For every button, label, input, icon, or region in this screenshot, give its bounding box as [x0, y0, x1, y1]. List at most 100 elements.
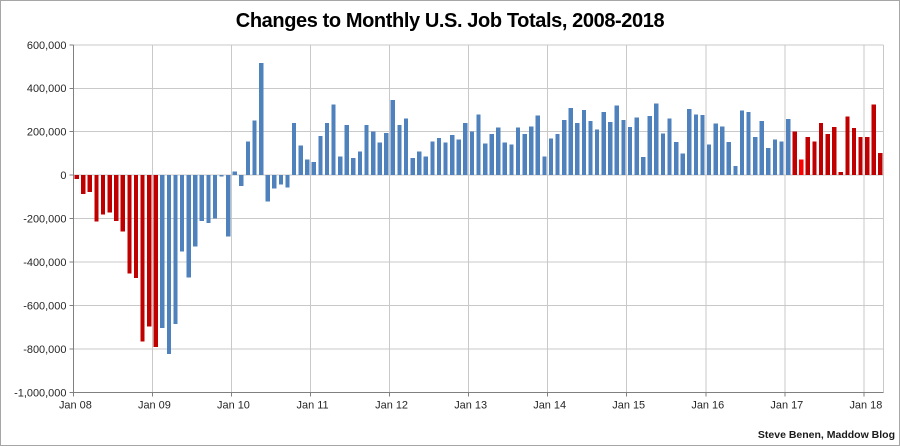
- bar-mar-2017: [799, 159, 804, 176]
- bar-dec-2013: [542, 156, 547, 176]
- bar-oct-2014: [608, 121, 613, 176]
- bar-apr-2011: [331, 104, 336, 176]
- bar-jul-2013: [509, 144, 514, 176]
- bar-dec-2008: [147, 175, 152, 327]
- bar-dec-2017: [858, 137, 863, 176]
- bar-oct-2016: [766, 148, 771, 176]
- bar-nov-2017: [851, 128, 857, 176]
- bar-apr-2009: [173, 175, 178, 325]
- bar-jun-2011: [344, 125, 349, 176]
- bar-jan-2010: [232, 171, 237, 176]
- bar-oct-2015: [687, 108, 692, 176]
- y-axis-label: 600,000: [27, 40, 67, 52]
- bar-may-2012: [417, 151, 422, 176]
- bar-jan-2012: [390, 100, 396, 176]
- bar-may-2016: [733, 165, 738, 176]
- bar-oct-2017: [845, 116, 850, 176]
- bar-apr-2016: [726, 141, 731, 176]
- x-axis-label: Jan 14: [533, 399, 566, 411]
- y-axis-label: 400,000: [27, 83, 67, 95]
- bar-feb-2018: [871, 104, 876, 176]
- bar-oct-2009: [212, 175, 218, 219]
- bar-may-2017: [812, 141, 817, 176]
- bar-may-2008: [100, 175, 106, 215]
- bar-mar-2013: [482, 143, 488, 176]
- bar-jun-2015: [660, 133, 666, 176]
- bar-may-2015: [654, 103, 659, 176]
- bar-mar-2010: [245, 141, 251, 176]
- bar-aug-2008: [120, 175, 125, 232]
- x-axis-label: Jan 08: [59, 399, 92, 411]
- bar-jun-2013: [502, 142, 508, 176]
- bar-nov-2014: [614, 105, 619, 176]
- y-axis-label: -1,000,000: [14, 387, 66, 399]
- bar-mar-2015: [641, 156, 646, 176]
- bar-sep-2013: [522, 133, 527, 176]
- bar-feb-2017: [792, 131, 797, 176]
- bar-dec-2016: [779, 141, 784, 176]
- bar-jan-2018: [865, 136, 870, 176]
- bar-feb-2008: [81, 175, 86, 194]
- x-axis-label: Jan 18: [849, 399, 882, 411]
- bar-jul-2008: [114, 175, 119, 221]
- y-axis-label: -800,000: [23, 344, 66, 356]
- bar-nov-2011: [377, 142, 382, 176]
- bar-may-2013: [496, 127, 501, 176]
- bar-jan-2011: [311, 162, 316, 176]
- x-axis-label: Jan 16: [691, 399, 724, 411]
- bar-sep-2016: [759, 121, 764, 176]
- x-axis-label: Jan 10: [217, 399, 250, 411]
- bar-dec-2009: [226, 175, 231, 237]
- bar-oct-2013: [529, 126, 534, 176]
- bar-aug-2013: [515, 127, 521, 176]
- bar-jan-2016: [706, 144, 712, 176]
- bar-jul-2015: [667, 118, 672, 176]
- bar-feb-2009: [160, 175, 165, 328]
- bar-sep-2011: [364, 125, 369, 176]
- bar-aug-2009: [199, 175, 204, 222]
- bar-feb-2016: [713, 123, 718, 176]
- bar-oct-2012: [450, 134, 455, 176]
- chart-title: Changes to Monthly U.S. Job Totals, 2008…: [235, 10, 665, 32]
- bar-jan-2008: [74, 175, 79, 179]
- bar-sep-2012: [443, 142, 448, 176]
- bar-sep-2008: [127, 175, 132, 274]
- bar-sep-2017: [838, 172, 843, 176]
- bar-jun-2012: [423, 156, 428, 176]
- bar-nov-2010: [298, 145, 303, 176]
- bar-may-2009: [179, 175, 185, 252]
- x-axis-label: Jan 13: [454, 399, 487, 411]
- bar-jan-2017: [785, 118, 791, 176]
- bar-nov-2016: [772, 139, 778, 176]
- bar-apr-2013: [489, 133, 494, 176]
- bar-jul-2016: [746, 111, 751, 176]
- bar-aug-2010: [278, 175, 284, 185]
- bar-jan-2013: [469, 131, 475, 176]
- bar-jul-2010: [272, 175, 277, 189]
- bar-jun-2016: [739, 110, 745, 176]
- bar-dec-2015: [700, 115, 705, 176]
- bar-jul-2009: [193, 175, 198, 247]
- bar-nov-2009: [219, 175, 224, 177]
- bar-may-2014: [575, 123, 580, 176]
- bar-oct-2008: [133, 175, 139, 279]
- bar-aug-2011: [357, 151, 363, 176]
- bar-nov-2008: [140, 175, 145, 342]
- bar-sep-2010: [285, 175, 290, 188]
- bar-aug-2014: [594, 129, 600, 176]
- y-axis-label: 0: [60, 170, 66, 182]
- bar-dec-2011: [384, 132, 389, 176]
- bar-nov-2015: [693, 114, 699, 176]
- bar-mar-2016: [720, 126, 725, 176]
- bar-feb-2013: [476, 114, 481, 176]
- bar-mar-2018: [878, 152, 883, 176]
- bar-mar-2008: [87, 175, 93, 193]
- bar-may-2010: [259, 63, 264, 176]
- bar-aug-2015: [674, 141, 679, 176]
- bar-jan-2014: [548, 138, 554, 176]
- x-axis-label: Jan 09: [138, 399, 171, 411]
- bar-apr-2010: [252, 120, 257, 176]
- bar-dec-2014: [621, 119, 626, 176]
- bar-jan-2015: [627, 127, 633, 176]
